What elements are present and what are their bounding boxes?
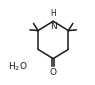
Text: $\mathregular{H_2O}$: $\mathregular{H_2O}$ [8,60,27,73]
Text: N: N [50,22,57,31]
Text: H: H [50,9,56,18]
Text: O: O [50,68,57,77]
